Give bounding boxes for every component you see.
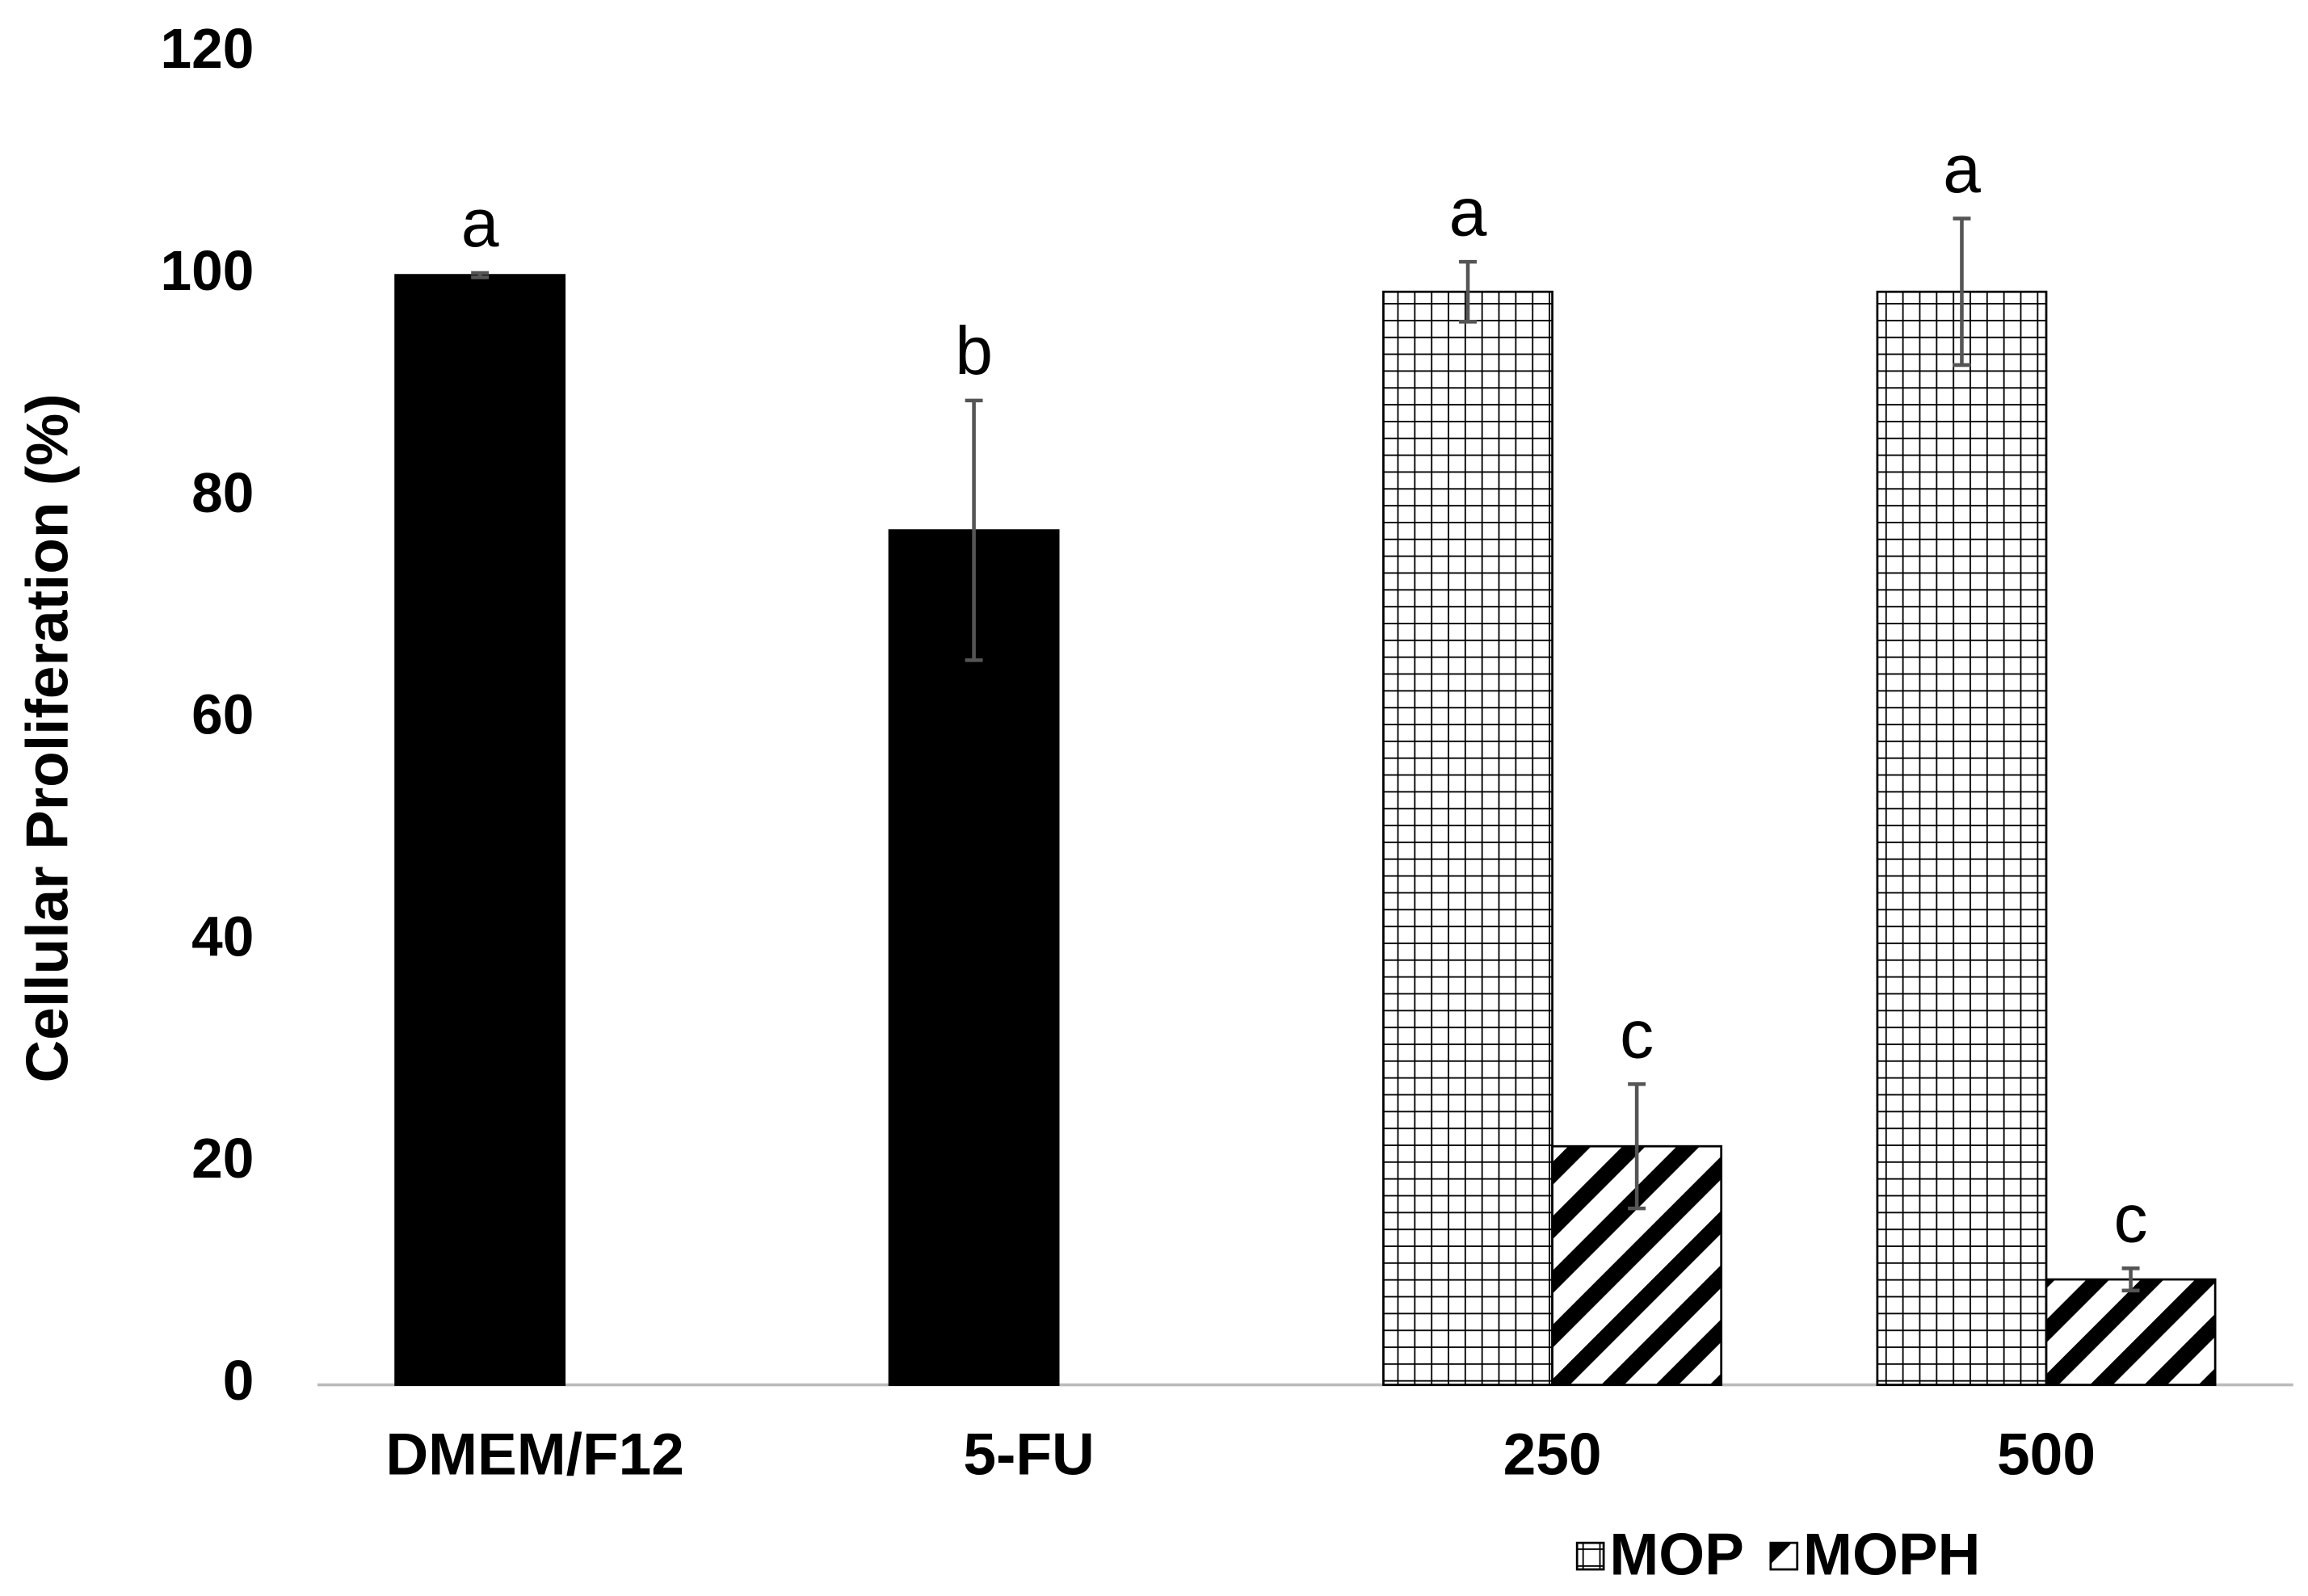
y-axis-title: Cellular Proliferation (%) (15, 393, 80, 1082)
x-tick-label: 5-FU (963, 1422, 1094, 1487)
significance-letter: b (955, 313, 993, 388)
y-tick-label: 80 (191, 461, 254, 524)
significance-letter: c (2114, 1181, 2148, 1257)
y-tick-label: 120 (161, 17, 254, 80)
error-bar (1628, 1082, 1646, 1211)
bar (888, 529, 1060, 1386)
y-tick-label: 20 (191, 1127, 254, 1190)
bar (1876, 290, 2048, 1386)
x-tick-label: 500 (1997, 1422, 2096, 1487)
y-tick-label: 0 (223, 1349, 254, 1412)
y-tick-label: 100 (161, 239, 254, 302)
y-tick-label: 40 (191, 905, 254, 968)
error-bar (1953, 216, 1971, 368)
error-bar (2121, 1266, 2140, 1293)
significance-letter: a (1943, 131, 1981, 207)
legend-swatch (1769, 1541, 1799, 1571)
y-tick-label: 60 (191, 683, 254, 746)
bar (2045, 1278, 2217, 1386)
error-bar (1459, 259, 1477, 324)
legend-label: MOPH (1803, 1522, 1980, 1588)
significance-letter: a (461, 185, 499, 261)
error-bar (471, 271, 490, 279)
significance-letter: c (1620, 997, 1654, 1073)
significance-letter: a (1449, 174, 1487, 250)
legend-swatch (1575, 1541, 1605, 1571)
x-tick-label: DMEM/F12 (385, 1422, 684, 1487)
error-bar (965, 398, 983, 662)
x-tick-label: 250 (1503, 1422, 1602, 1487)
legend-label: MOP (1609, 1522, 1744, 1588)
bar (1382, 290, 1553, 1386)
bar (394, 274, 566, 1386)
